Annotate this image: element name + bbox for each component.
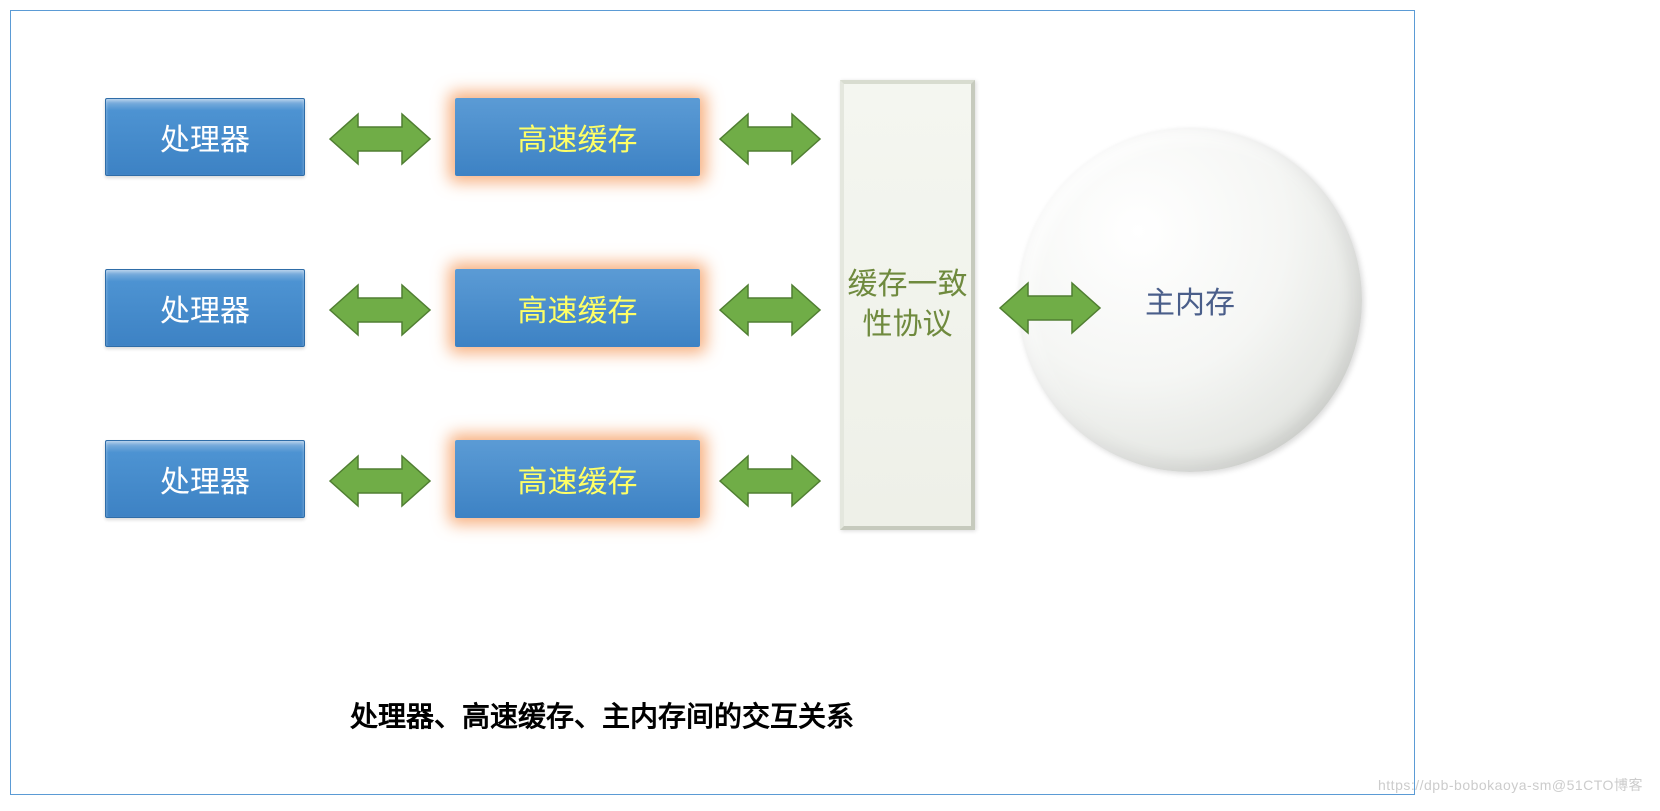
double-arrow-icon — [330, 456, 430, 506]
processor-label: 处理器 — [160, 115, 250, 159]
processor-label: 处理器 — [160, 286, 250, 330]
processor-node-1: 处理器 — [105, 98, 305, 176]
caption-text: 处理器、高速缓存、主内存间的交互关系 — [350, 701, 854, 732]
cache-node-2: 高速缓存 — [455, 269, 700, 347]
cache-label: 高速缓存 — [518, 286, 638, 330]
double-arrow-icon — [720, 456, 820, 506]
processor-node-2: 处理器 — [105, 269, 305, 347]
memory-label: 主内存 — [1145, 278, 1235, 322]
watermark-label: https://dpb-bobokaoya-sm@51CTO博客 — [1378, 777, 1643, 793]
diagram-caption: 处理器、高速缓存、主内存间的交互关系 — [350, 695, 854, 735]
double-arrow-icon — [720, 285, 820, 335]
cache-label: 高速缓存 — [518, 115, 638, 159]
processor-node-3: 处理器 — [105, 440, 305, 518]
double-arrow-icon — [720, 114, 820, 164]
double-arrow-icon — [330, 285, 430, 335]
protocol-label: 缓存一致性协议 — [844, 265, 971, 346]
cache-node-3: 高速缓存 — [455, 440, 700, 518]
double-arrow-icon — [330, 114, 430, 164]
double-arrow-icon — [1000, 283, 1100, 333]
cache-coherence-protocol-node: 缓存一致性协议 — [840, 80, 975, 530]
processor-label: 处理器 — [160, 457, 250, 501]
cache-node-1: 高速缓存 — [455, 98, 700, 176]
watermark-text: https://dpb-bobokaoya-sm@51CTO博客 — [1378, 775, 1643, 795]
cache-label: 高速缓存 — [518, 457, 638, 501]
